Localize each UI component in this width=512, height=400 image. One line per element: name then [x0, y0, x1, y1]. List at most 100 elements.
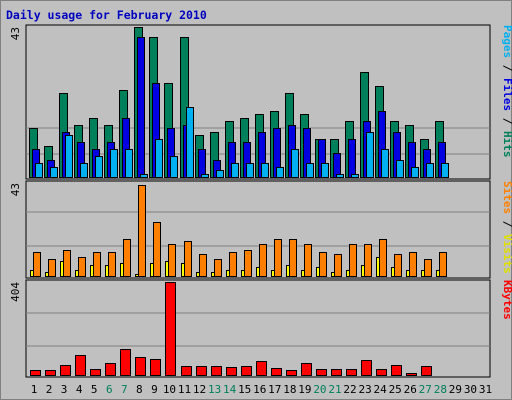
bar-kbytes-day-19 [301, 363, 312, 376]
x-tick-label-day-2: 2 [46, 383, 53, 396]
bar-pages-day-4 [80, 163, 88, 178]
bar-sites-day-25 [394, 254, 402, 277]
bar-pages-day-5 [95, 156, 103, 178]
bar-kbytes-day-9 [150, 359, 161, 376]
bar-pages-day-2 [50, 167, 58, 178]
bar-kbytes-day-7 [120, 349, 131, 376]
legend-part: KBytes [501, 280, 512, 320]
bar-kbytes-day-10 [165, 282, 176, 376]
x-tick-label-day-26: 26 [404, 383, 417, 396]
x-tick-label-day-12: 12 [193, 383, 206, 396]
bar-kbytes-day-16 [256, 361, 267, 376]
bar-pages-day-1 [35, 163, 43, 178]
bar-pages-day-3 [65, 135, 73, 178]
legend-part: / [501, 111, 512, 131]
bar-kbytes-day-27 [421, 366, 432, 376]
bar-sites-day-12 [199, 254, 207, 277]
bar-pages-day-8 [140, 174, 148, 178]
bar-kbytes-day-14 [226, 367, 237, 376]
bar-pages-day-21 [336, 174, 344, 178]
x-tick-label-day-9: 9 [151, 383, 158, 396]
bar-sites-day-28 [439, 252, 447, 277]
x-tick-label-day-16: 16 [253, 383, 266, 396]
x-tick-label-day-1: 1 [31, 383, 38, 396]
legend-part: Sites [501, 181, 512, 214]
x-tick-label-day-31: 31 [479, 383, 492, 396]
bar-kbytes-day-22 [346, 369, 357, 376]
y-max-label: 404 [9, 282, 22, 302]
bar-files-day-12 [198, 149, 206, 178]
bar-kbytes-day-1 [30, 370, 41, 376]
bar-kbytes-day-25 [391, 365, 402, 376]
bar-pages-day-19 [306, 163, 314, 178]
bar-pages-day-14 [231, 163, 239, 178]
bar-pages-day-16 [261, 163, 269, 178]
x-tick-label-day-30: 30 [464, 383, 477, 396]
bar-kbytes-day-24 [376, 369, 387, 376]
bar-sites-day-20 [319, 252, 327, 277]
chart-title: Daily usage for February 2010 [6, 8, 207, 22]
bar-kbytes-day-17 [271, 368, 282, 376]
bar-pages-day-26 [411, 167, 419, 178]
x-tick-label-day-6: 6 [106, 383, 113, 396]
bar-kbytes-day-15 [241, 366, 252, 376]
bar-kbytes-day-4 [75, 355, 86, 376]
bar-pages-day-18 [291, 149, 299, 178]
x-tick-label-day-24: 24 [374, 383, 388, 396]
bar-pages-day-10 [170, 156, 178, 178]
bar-pages-day-25 [396, 160, 404, 178]
x-tick-label-day-8: 8 [136, 383, 143, 396]
bar-sites-day-7 [123, 239, 131, 277]
legend-part: Files [501, 78, 512, 111]
chart-panel-kbytes: 404 KBytes [9, 279, 512, 378]
x-tick-label-day-13: 13 [208, 383, 221, 396]
bar-kbytes-day-3 [60, 365, 71, 376]
legend-kbytes: KBytes [501, 280, 512, 320]
bar-sites-day-2 [48, 259, 56, 277]
bar-kbytes-day-2 [45, 370, 56, 376]
x-tick-label-day-11: 11 [178, 383, 191, 396]
chart-panels: 43 Pages / Files / Hits 43 Sites / Visits 40… [9, 24, 512, 378]
x-tick-label-day-5: 5 [91, 383, 98, 396]
legend-hits-files-pages: Pages / Files / Hits [501, 25, 512, 158]
bar-sites-day-26 [409, 252, 417, 277]
bar-files-day-21 [333, 153, 341, 178]
x-tick-label-day-29: 29 [449, 383, 462, 396]
bar-pages-day-6 [110, 149, 118, 178]
bar-pages-day-22 [351, 174, 359, 178]
bar-pages-day-17 [276, 167, 284, 178]
x-tick-label-day-27: 27 [419, 383, 432, 396]
bar-kbytes-day-11 [181, 366, 192, 376]
bar-sites-day-1 [33, 252, 41, 277]
bar-pages-day-11 [186, 107, 194, 178]
bar-kbytes-day-5 [90, 369, 101, 376]
bar-kbytes-day-8 [135, 357, 146, 376]
bar-kbytes-day-23 [361, 360, 372, 376]
x-tick-label-day-3: 3 [61, 383, 68, 396]
x-tick-label-day-15: 15 [238, 383, 251, 396]
bar-pages-day-24 [381, 149, 389, 178]
y-max-label: 43 [9, 27, 22, 40]
x-axis-labels: 1 2 3 4 5 6 7 8 9 10 11 12 13 14 15 16 17 18 19 20 21 22 23 24 2… [31, 383, 492, 396]
bar-sites-day-4 [78, 257, 86, 277]
legend-part: Pages [501, 25, 512, 58]
bar-pages-day-23 [366, 132, 374, 178]
legend-part: / [501, 58, 512, 78]
bar-sites-day-16 [259, 244, 267, 277]
bar-kbytes-day-6 [105, 363, 116, 376]
x-tick-label-day-25: 25 [389, 383, 402, 396]
bar-kbytes-day-18 [286, 370, 297, 376]
bar-pages-day-12 [201, 174, 209, 178]
bar-kbytes-day-21 [331, 369, 342, 376]
series-kbytes [30, 282, 432, 376]
legend-sites-visits: Sites / Visits [501, 181, 512, 274]
legend-part: Hits [501, 131, 512, 158]
x-tick-label-day-7: 7 [121, 383, 128, 396]
bar-sites-day-19 [304, 244, 312, 277]
bar-files-day-22 [348, 139, 356, 178]
x-tick-label-day-4: 4 [76, 383, 83, 396]
bar-sites-day-8 [138, 185, 146, 277]
x-tick-label-day-21: 21 [328, 383, 341, 396]
